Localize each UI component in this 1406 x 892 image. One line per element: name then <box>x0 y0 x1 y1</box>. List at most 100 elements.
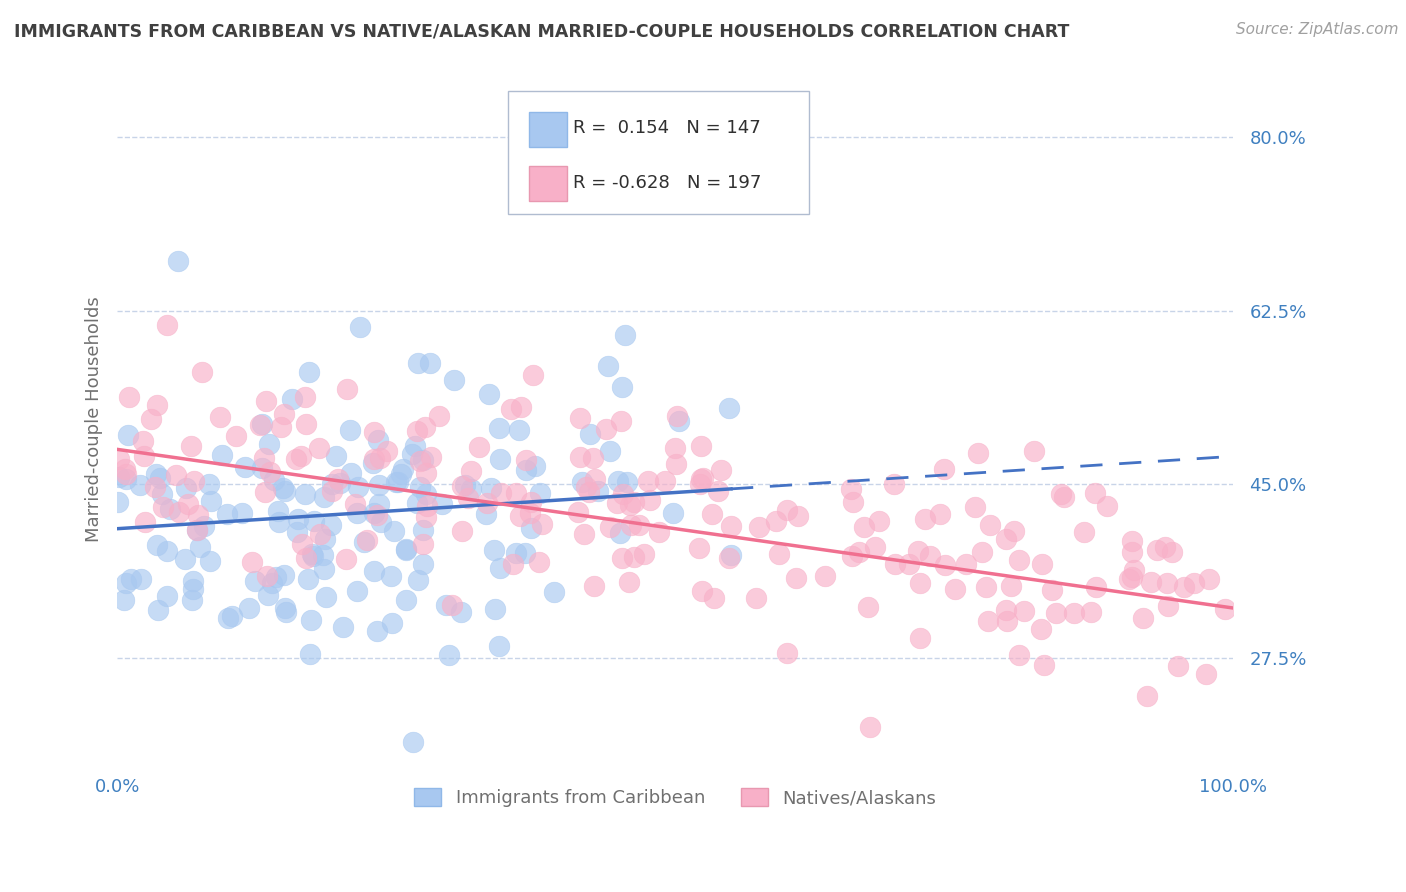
Point <box>294 390 316 404</box>
Point <box>420 450 443 464</box>
Point <box>583 472 606 486</box>
Point <box>409 454 432 468</box>
Point <box>967 445 990 459</box>
Point <box>152 486 174 500</box>
Point <box>1182 575 1205 590</box>
Point <box>776 503 799 517</box>
Point <box>662 506 685 520</box>
Point <box>200 494 222 508</box>
Point <box>582 579 605 593</box>
Point <box>249 418 271 433</box>
Point <box>613 327 636 342</box>
Point <box>897 557 920 571</box>
Point <box>250 417 273 431</box>
Point <box>402 735 425 749</box>
Point <box>114 575 136 590</box>
Point <box>186 524 208 538</box>
Point <box>366 508 388 523</box>
Point <box>389 467 412 481</box>
Point <box>301 547 323 561</box>
Point <box>392 462 415 476</box>
Point <box>508 423 530 437</box>
Point <box>1002 524 1025 539</box>
Point <box>112 592 135 607</box>
Point <box>852 520 875 534</box>
Point <box>314 532 336 546</box>
Point <box>451 524 474 538</box>
Point <box>346 584 368 599</box>
Point <box>468 441 491 455</box>
Point <box>995 603 1018 617</box>
Point <box>443 373 465 387</box>
Point <box>1097 500 1119 514</box>
Point <box>312 562 335 576</box>
FancyBboxPatch shape <box>529 112 567 146</box>
Point <box>628 518 651 533</box>
Point <box>167 505 190 519</box>
Point <box>612 379 634 393</box>
Point <box>1033 657 1056 672</box>
Point <box>1173 581 1195 595</box>
Point <box>129 478 152 492</box>
Point <box>567 505 589 519</box>
Point <box>619 498 641 512</box>
Point <box>380 569 402 583</box>
Point <box>321 483 343 498</box>
Point <box>1122 563 1144 577</box>
Point <box>415 499 437 513</box>
Point <box>187 508 209 523</box>
Point <box>344 497 367 511</box>
Point <box>326 472 349 486</box>
Point <box>332 620 354 634</box>
Point <box>301 549 323 563</box>
Point <box>606 474 628 488</box>
Point <box>1045 607 1067 621</box>
Point <box>264 569 287 583</box>
Point <box>529 485 551 500</box>
Point <box>513 546 536 560</box>
Point <box>295 417 318 432</box>
Point <box>191 365 214 379</box>
Point <box>415 487 437 501</box>
Point <box>336 382 359 396</box>
Point <box>908 576 931 591</box>
Point <box>146 398 169 412</box>
Point <box>308 441 330 455</box>
Point <box>522 368 544 383</box>
Point <box>620 518 643 533</box>
Point <box>183 475 205 489</box>
Point <box>256 569 278 583</box>
Point <box>437 648 460 662</box>
Point <box>134 515 156 529</box>
Point <box>654 474 676 488</box>
Point <box>221 608 243 623</box>
Point <box>839 482 862 496</box>
Point <box>415 466 437 480</box>
Point <box>1121 533 1143 548</box>
Point <box>181 593 204 607</box>
Point <box>395 542 418 557</box>
Point <box>914 512 936 526</box>
Point <box>308 527 330 541</box>
Point <box>412 558 434 572</box>
Point <box>368 450 391 465</box>
Point <box>339 423 361 437</box>
Point <box>181 574 204 589</box>
Point <box>363 425 385 439</box>
Point <box>412 537 434 551</box>
Point <box>346 506 368 520</box>
Point <box>1157 599 1180 614</box>
Point <box>519 521 541 535</box>
Point <box>367 434 389 448</box>
Point <box>1140 574 1163 589</box>
Point <box>298 365 321 379</box>
Point <box>267 515 290 529</box>
Point <box>132 450 155 464</box>
Text: R =  0.154   N = 147: R = 0.154 N = 147 <box>572 119 761 137</box>
Point <box>263 474 285 488</box>
Point <box>569 450 592 464</box>
Point <box>1014 604 1036 618</box>
Point <box>692 471 714 485</box>
Point <box>156 318 179 332</box>
Point <box>720 519 742 533</box>
